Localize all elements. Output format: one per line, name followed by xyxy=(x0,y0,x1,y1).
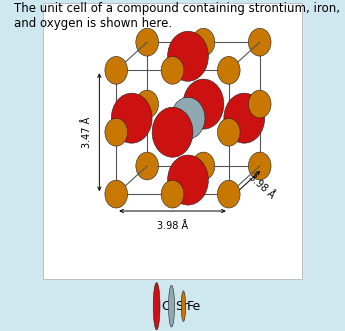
Ellipse shape xyxy=(224,93,265,143)
Text: 3.98 Å: 3.98 Å xyxy=(157,221,188,231)
Text: Sr: Sr xyxy=(175,300,188,313)
Ellipse shape xyxy=(183,79,224,129)
Ellipse shape xyxy=(105,57,128,84)
Ellipse shape xyxy=(136,28,158,56)
Text: 3.47 Å: 3.47 Å xyxy=(82,117,92,148)
Text: The unit cell of a compound containing strontium, iron,: The unit cell of a compound containing s… xyxy=(14,2,340,15)
Ellipse shape xyxy=(136,152,158,180)
Text: O: O xyxy=(161,300,171,313)
Ellipse shape xyxy=(171,97,205,139)
Ellipse shape xyxy=(168,285,175,327)
Ellipse shape xyxy=(248,90,271,118)
Ellipse shape xyxy=(168,155,208,205)
Text: and oxygen is shown here.: and oxygen is shown here. xyxy=(14,17,172,30)
Ellipse shape xyxy=(111,93,152,143)
Ellipse shape xyxy=(192,152,215,180)
Ellipse shape xyxy=(136,90,158,118)
Ellipse shape xyxy=(152,107,193,157)
Ellipse shape xyxy=(248,152,271,180)
Ellipse shape xyxy=(161,180,184,208)
Ellipse shape xyxy=(105,180,128,208)
Ellipse shape xyxy=(181,291,186,321)
Ellipse shape xyxy=(217,180,240,208)
Text: Fe: Fe xyxy=(186,300,201,313)
Ellipse shape xyxy=(217,57,240,84)
Ellipse shape xyxy=(161,57,184,84)
Ellipse shape xyxy=(248,28,271,56)
Ellipse shape xyxy=(105,118,128,146)
Ellipse shape xyxy=(153,283,160,330)
Ellipse shape xyxy=(168,31,208,81)
Text: 3.98 Å: 3.98 Å xyxy=(246,171,276,200)
Ellipse shape xyxy=(217,118,240,146)
Ellipse shape xyxy=(192,28,215,56)
